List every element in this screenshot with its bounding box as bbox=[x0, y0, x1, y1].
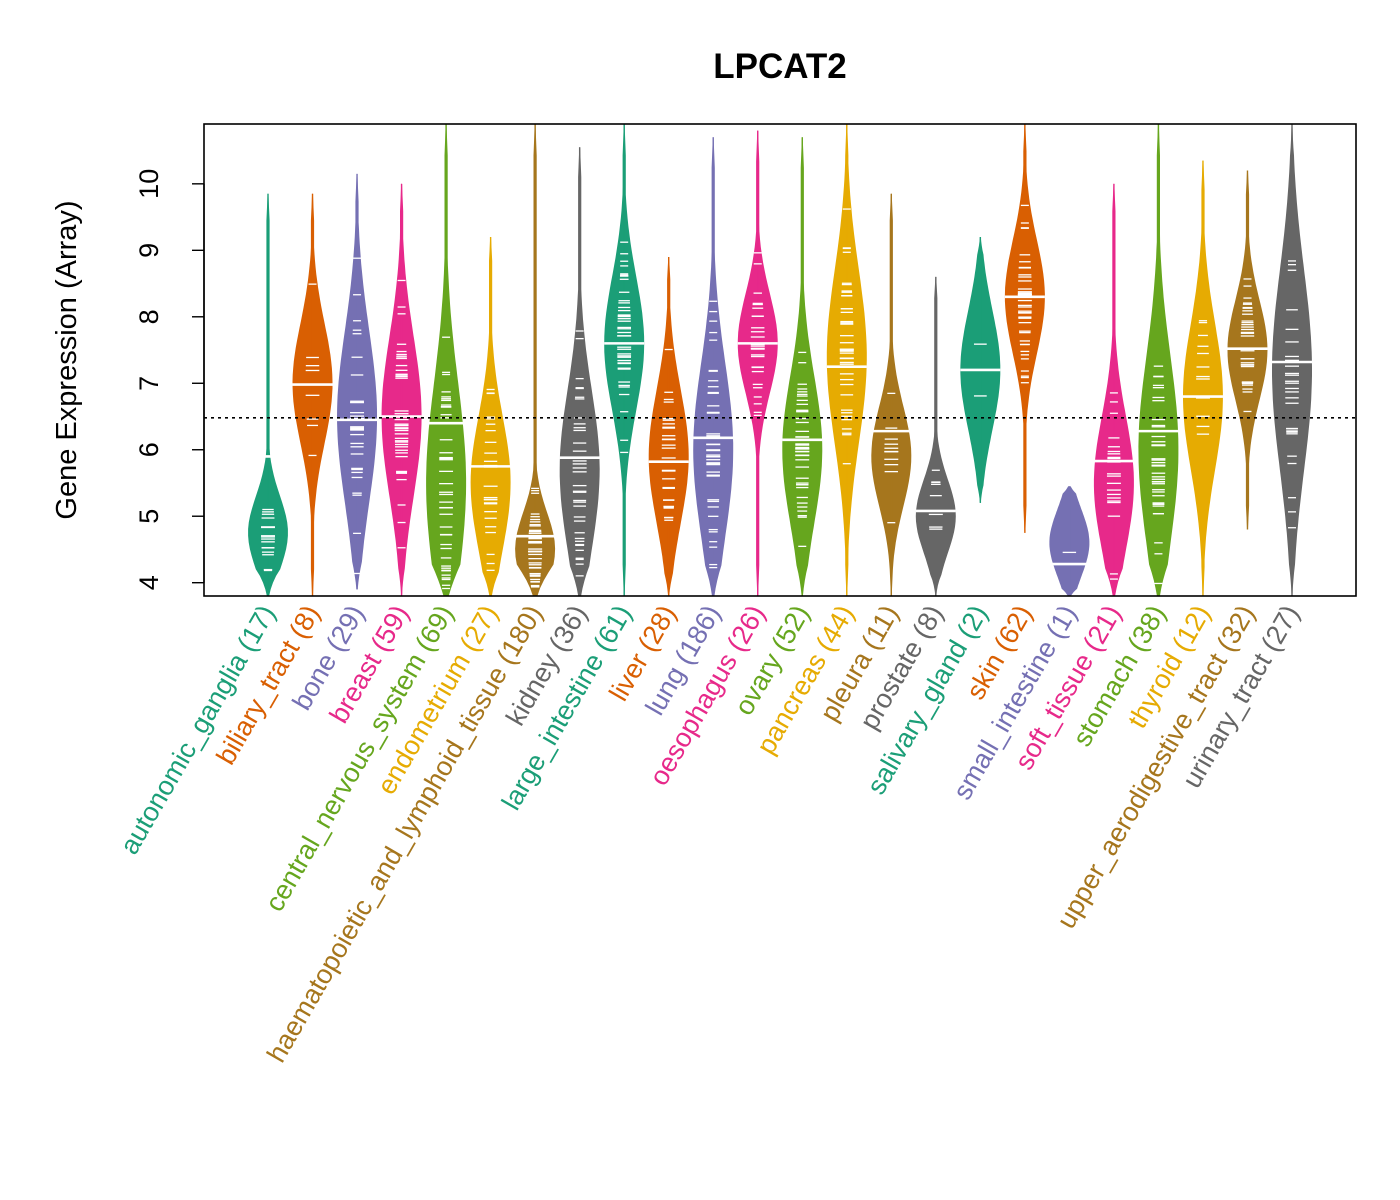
violin-central_nervous_system bbox=[426, 124, 467, 596]
violin-stomach bbox=[1138, 124, 1179, 596]
violin-pancreas bbox=[826, 124, 867, 596]
violin-haematopoietic_and_lymphoid_tissue bbox=[515, 124, 556, 596]
violin-urinary_tract bbox=[1272, 124, 1312, 596]
violin-kidney bbox=[559, 147, 600, 597]
violin-liver bbox=[648, 256, 689, 596]
violin-small_intestine bbox=[1049, 486, 1090, 596]
y-tick-label: 5 bbox=[134, 509, 164, 524]
violin-large_intestine bbox=[604, 124, 645, 596]
y-tick-label: 8 bbox=[134, 309, 164, 324]
violin-biliary_tract bbox=[292, 193, 333, 597]
violin-upper_aerodigestive_tract bbox=[1227, 170, 1268, 530]
y-axis-label: Gene Expression (Array) bbox=[51, 200, 83, 519]
y-tick-label: 6 bbox=[134, 442, 164, 457]
violin-skin bbox=[1004, 124, 1045, 533]
violin-bone bbox=[337, 173, 378, 590]
chart-title: LPCAT2 bbox=[713, 47, 847, 86]
violin-salivary_gland bbox=[960, 237, 1001, 503]
violin-ovary bbox=[782, 137, 823, 597]
violin-soft_tissue bbox=[1093, 183, 1134, 597]
y-tick-label: 7 bbox=[134, 376, 164, 391]
violin-prostate bbox=[915, 276, 956, 596]
plot-frame bbox=[203, 123, 1357, 597]
violin-lung bbox=[693, 137, 734, 597]
y-axis: 4 5 6 7 8 9 10 bbox=[134, 169, 205, 590]
y-tick-label: 4 bbox=[134, 575, 164, 590]
violin-breast bbox=[381, 183, 422, 597]
violin-thyroid bbox=[1182, 160, 1223, 596]
violin-oesophagus bbox=[737, 130, 778, 596]
violin-autonomic_ganglia bbox=[248, 193, 288, 597]
x-axis: autonomic_ganglia (17)biliary_tract (8)b… bbox=[114, 600, 1305, 1067]
violins-layer bbox=[248, 124, 1312, 597]
y-tick-label: 10 bbox=[134, 169, 164, 199]
violin-endometrium bbox=[470, 237, 511, 596]
y-tick-label: 9 bbox=[134, 243, 164, 258]
violin-pleura bbox=[871, 193, 912, 597]
